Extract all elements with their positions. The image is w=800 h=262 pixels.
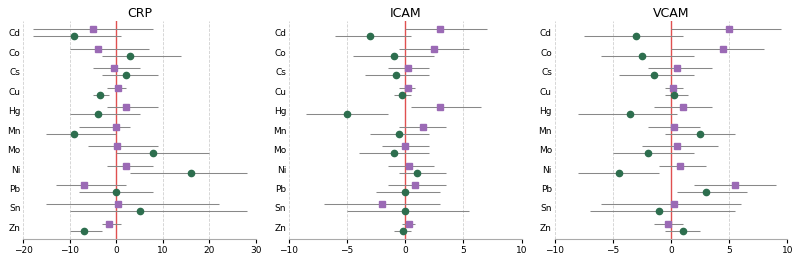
Title: CRP: CRP: [127, 7, 152, 20]
Title: VCAM: VCAM: [653, 7, 690, 20]
Title: ICAM: ICAM: [390, 7, 421, 20]
